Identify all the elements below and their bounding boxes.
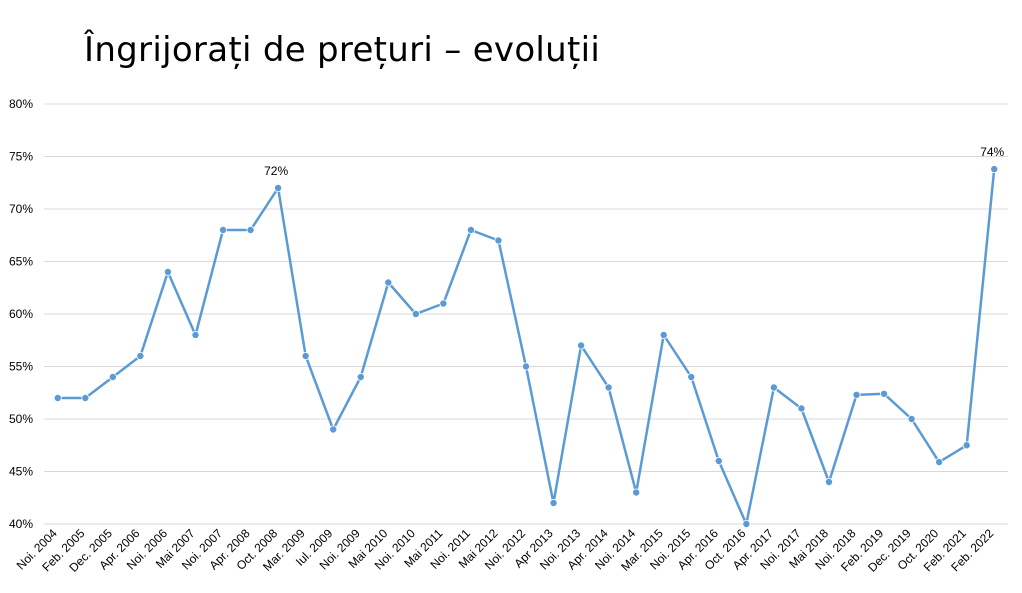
data-point (935, 458, 944, 467)
data-point (329, 425, 338, 434)
data-point (522, 362, 531, 371)
data-point (136, 351, 145, 360)
y-tick-label: 70% (9, 202, 33, 216)
data-point (824, 477, 833, 486)
data-point (659, 330, 668, 339)
y-tick-label: 55% (9, 360, 33, 374)
data-point (163, 267, 172, 276)
data-point (714, 456, 723, 465)
y-tick-label: 80% (9, 97, 33, 111)
chart-title: Îngrijorați de prețuri – evoluții (84, 30, 601, 70)
data-point (384, 278, 393, 287)
data-point (108, 372, 117, 381)
data-point (632, 488, 641, 497)
data-point (880, 389, 889, 398)
data-point (219, 225, 228, 234)
data-label: 72% (264, 164, 288, 178)
data-point (53, 393, 62, 402)
data-point (466, 225, 475, 234)
data-point (356, 372, 365, 381)
data-point (797, 404, 806, 413)
data-point (604, 383, 613, 392)
y-tick-label: 50% (9, 412, 33, 426)
data-point (549, 498, 558, 507)
data-point (301, 351, 310, 360)
gridlines (44, 103, 1008, 525)
data-point (439, 299, 448, 308)
data-point (687, 372, 696, 381)
data-point (852, 390, 861, 399)
y-tick-label: 65% (9, 255, 33, 269)
data-point (274, 183, 283, 192)
data-point (246, 225, 255, 234)
data-labels: 72% 74% (264, 145, 1004, 178)
y-axis-ticks: 40% 45% 50% 55% 60% 65% 70% 75% 80% (9, 97, 33, 531)
data-point (81, 393, 90, 402)
data-point (742, 520, 751, 529)
data-point (769, 383, 778, 392)
y-tick-label: 40% (9, 517, 33, 531)
y-tick-label: 75% (9, 150, 33, 164)
data-label: 74% (980, 145, 1004, 159)
series-layer (53, 165, 999, 529)
data-point (411, 309, 420, 318)
data-point (990, 165, 999, 174)
data-point (577, 341, 586, 350)
data-point (962, 441, 971, 450)
data-point (191, 330, 200, 339)
y-tick-label: 45% (9, 465, 33, 479)
data-point (494, 236, 503, 245)
series-line (57, 168, 996, 526)
y-tick-label: 60% (9, 307, 33, 321)
data-point (907, 414, 916, 423)
